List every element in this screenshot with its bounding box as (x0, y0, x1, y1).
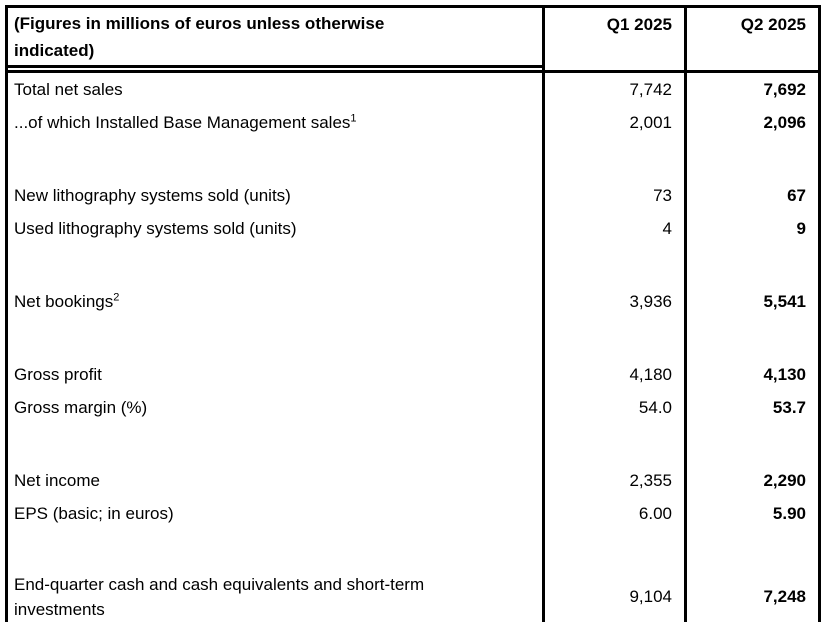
q1-value: 4,180 (542, 358, 686, 391)
row-label-text: ...of which Installed Base Management sa… (14, 113, 351, 132)
q1-value: 54.0 (542, 391, 686, 424)
q1-value: 2,355 (542, 464, 686, 497)
q2-value: 2,096 (684, 106, 820, 139)
q2-value: 2,290 (684, 464, 820, 497)
table-header-row: (Figures in millions of euros unless oth… (6, 6, 820, 73)
spacer-row (7, 245, 820, 285)
row-label: Total net sales (14, 80, 123, 99)
table-row-net-bookings: Net bookings2 3,936 5,541 (7, 285, 820, 318)
row-label: Gross margin (%) (14, 398, 148, 417)
q1-value: 73 (542, 179, 686, 212)
row-label-text: Net bookings (14, 292, 114, 311)
q1-value: 9,104 (542, 570, 686, 622)
spacer-row (7, 318, 820, 358)
col-header-q1-2025: Q1 2025 (542, 6, 686, 73)
table-row-new-lithography-systems: New lithography systems sold (units) 73 … (7, 179, 820, 212)
q2-value: 5,541 (684, 285, 820, 318)
row-label: Used lithography systems sold (units) (14, 219, 297, 238)
q2-value: 67 (684, 179, 820, 212)
q1-value: 4 (542, 212, 686, 245)
row-label: Gross profit (14, 365, 102, 384)
q2-value: 53.7 (684, 391, 820, 424)
financial-results-table: (Figures in millions of euros unless oth… (5, 5, 821, 622)
q1-value: 2,001 (542, 106, 686, 139)
q2-value: 4,130 (684, 358, 820, 391)
q1-value: 7,742 (542, 71, 686, 106)
q1-value: 6.00 (542, 497, 686, 530)
spacer-row (7, 139, 820, 179)
q1-value: 3,936 (542, 285, 686, 318)
spacer-row (7, 530, 820, 570)
table-caption: (Figures in millions of euros unless oth… (8, 8, 542, 68)
table-row-gross-margin: Gross margin (%) 54.0 53.7 (7, 391, 820, 424)
table-row-total-net-sales: Total net sales 7,742 7,692 (7, 71, 820, 106)
spacer-row (7, 424, 820, 464)
col-header-q2-2025: Q2 2025 (684, 6, 820, 73)
row-label: EPS (basic; in euros) (14, 504, 174, 523)
table-row-installed-base-management-sales: ...of which Installed Base Management sa… (7, 106, 820, 139)
table-caption-cell: (Figures in millions of euros unless oth… (6, 6, 544, 73)
row-label: Net bookings2 (7, 285, 544, 318)
table-row-net-income: Net income 2,355 2,290 (7, 464, 820, 497)
row-label: End-quarter cash and cash equivalents an… (14, 574, 425, 619)
footnote-marker: 2 (113, 291, 120, 304)
q2-value: 9 (684, 212, 820, 245)
table-row-used-lithography-systems: Used lithography systems sold (units) 4 … (7, 212, 820, 245)
row-label: ...of which Installed Base Management sa… (7, 106, 544, 139)
row-label: Net income (14, 471, 100, 490)
table-row-gross-profit: Gross profit 4,180 4,130 (7, 358, 820, 391)
q2-value: 7,692 (684, 71, 820, 106)
q2-value: 7,248 (684, 570, 820, 622)
q2-value: 5.90 (684, 497, 820, 530)
footnote-marker: 1 (350, 112, 357, 125)
row-label: New lithography systems sold (units) (14, 186, 291, 205)
table-row-end-quarter-cash: End-quarter cash and cash equivalents an… (7, 570, 820, 622)
table-row-eps: EPS (basic; in euros) 6.00 5.90 (7, 497, 820, 530)
